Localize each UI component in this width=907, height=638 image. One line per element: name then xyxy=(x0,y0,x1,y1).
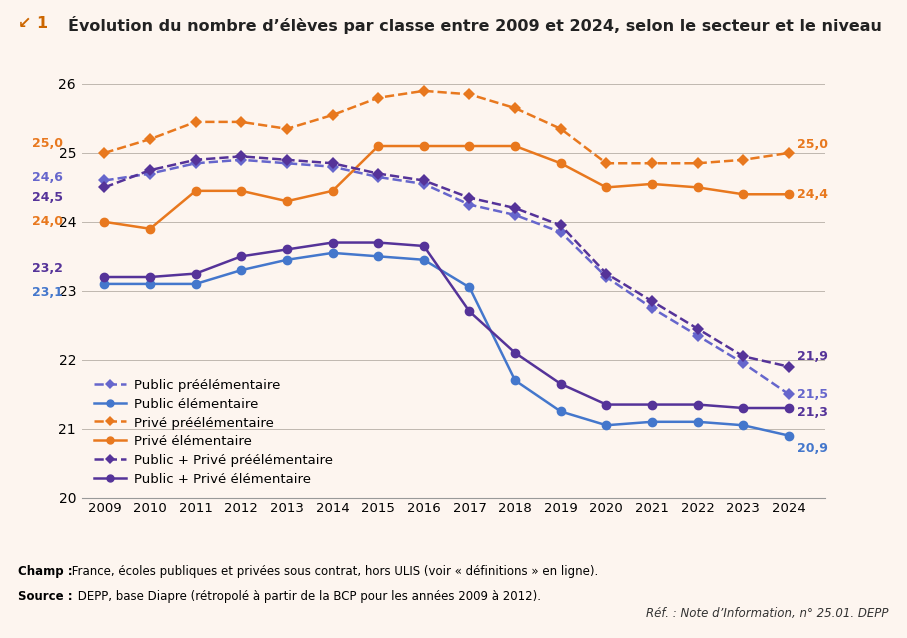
Text: 21,9: 21,9 xyxy=(797,350,828,364)
Text: Réf. : Note d’Information, n° 25.01. DEPP: Réf. : Note d’Information, n° 25.01. DEP… xyxy=(647,607,889,620)
Text: 21,3: 21,3 xyxy=(797,406,828,419)
Text: DEPP, base Diapre (rétropolé à partir de la BCP pour les années 2009 à 2012).: DEPP, base Diapre (rétropolé à partir de… xyxy=(74,590,541,603)
Text: 24,0: 24,0 xyxy=(32,216,63,228)
Text: 25,0: 25,0 xyxy=(32,137,63,150)
Text: 21,5: 21,5 xyxy=(797,388,828,401)
Text: Évolution du nombre d’élèves par classe entre 2009 et 2024, selon le secteur et : Évolution du nombre d’élèves par classe … xyxy=(68,16,882,34)
Text: 23,2: 23,2 xyxy=(32,262,63,275)
Text: France, écoles publiques et privées sous contrat, hors ULIS (voir « définitions : France, écoles publiques et privées sous… xyxy=(68,565,599,577)
Text: Champ :: Champ : xyxy=(18,565,73,577)
Text: 20,9: 20,9 xyxy=(797,441,828,455)
Text: 24,6: 24,6 xyxy=(32,171,63,184)
Text: Source :: Source : xyxy=(18,590,73,603)
Text: 24,5: 24,5 xyxy=(32,191,63,204)
Text: ↙ 1: ↙ 1 xyxy=(18,16,48,31)
Text: 25,0: 25,0 xyxy=(797,138,828,151)
Text: 24,4: 24,4 xyxy=(797,188,828,201)
Text: 23,1: 23,1 xyxy=(32,286,63,299)
Legend: Public préélémentaire, Public élémentaire, Privé préélémentaire, Privé élémentai: Public préélémentaire, Public élémentair… xyxy=(88,374,338,491)
